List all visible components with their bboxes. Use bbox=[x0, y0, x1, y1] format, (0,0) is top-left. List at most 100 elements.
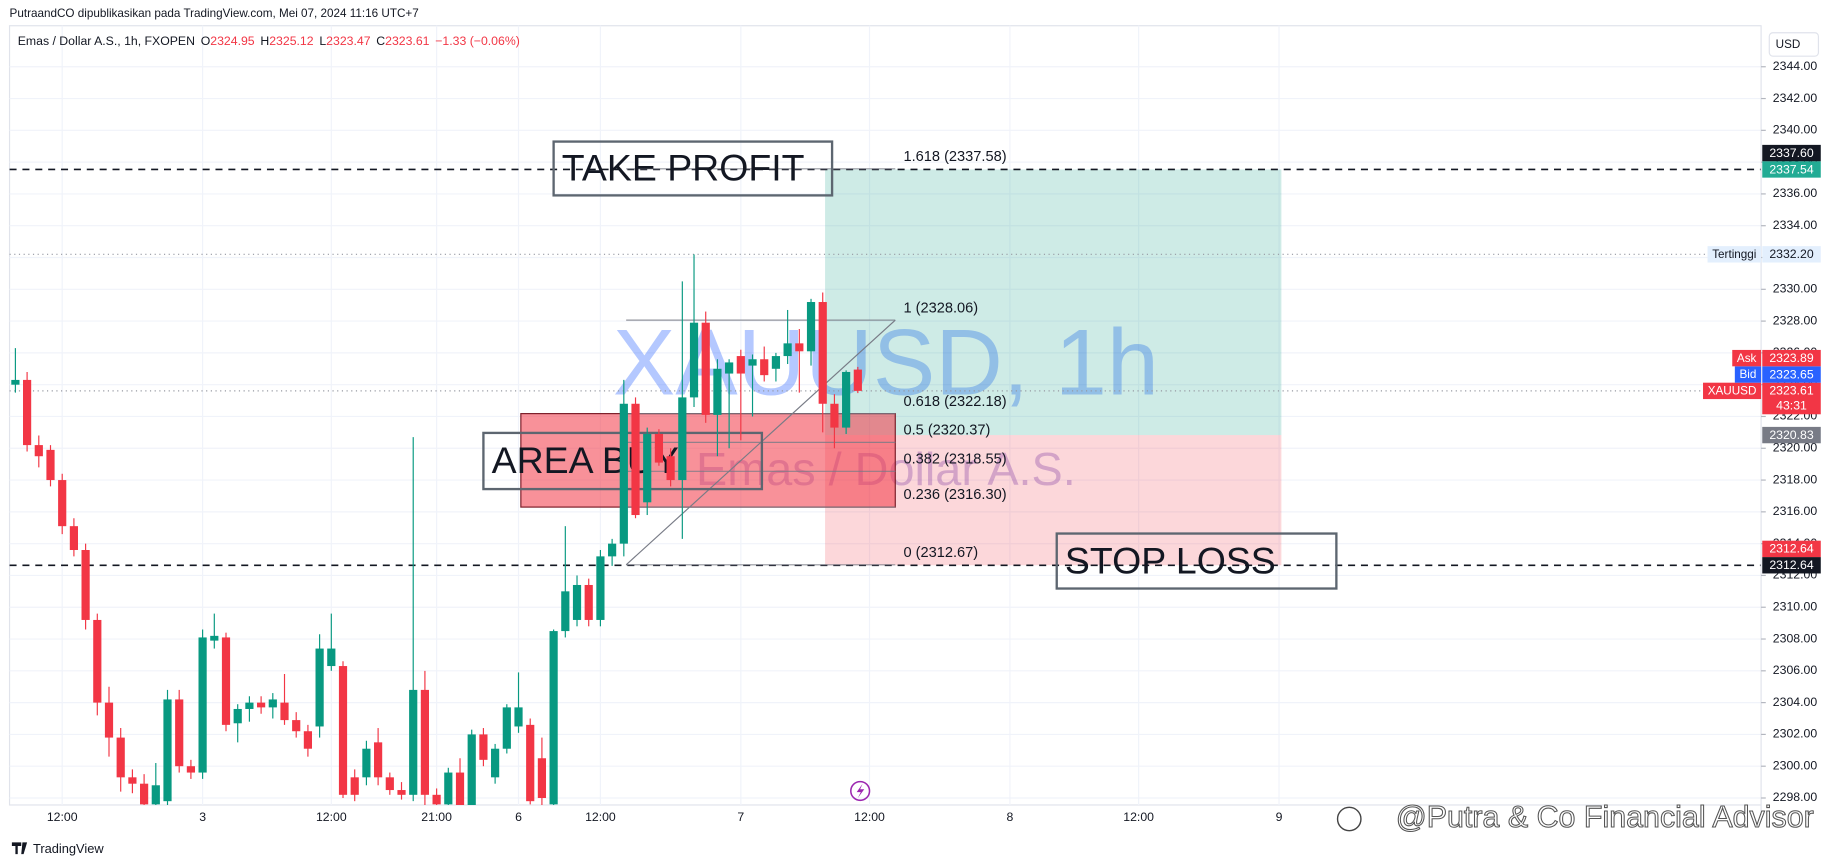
candle-body bbox=[116, 737, 125, 778]
fib-label: 1 (2328.06) bbox=[903, 300, 978, 316]
price-label-timer: 43:31 bbox=[1776, 398, 1807, 412]
candle-body bbox=[689, 322, 699, 398]
x-tick-label: 6 bbox=[515, 810, 522, 824]
candle-body bbox=[268, 699, 277, 708]
fib-label: 1.618 (2337.58) bbox=[903, 149, 1006, 165]
profit-zone bbox=[825, 169, 1282, 436]
candle-body bbox=[34, 445, 43, 457]
candle-body bbox=[467, 734, 476, 805]
candle-body bbox=[397, 790, 406, 795]
price-label: 2332.20 bbox=[1769, 247, 1814, 261]
candle-body bbox=[853, 369, 862, 391]
price-tag-box bbox=[1732, 349, 1762, 367]
y-tick-label: 2344.00 bbox=[1773, 59, 1818, 73]
price-label-box bbox=[1762, 557, 1821, 574]
annotation-box bbox=[552, 140, 834, 197]
candle-body bbox=[631, 403, 640, 516]
price-label: 2323.61 bbox=[1769, 384, 1814, 398]
y-tick-label: 2318.00 bbox=[1773, 472, 1818, 486]
candle-body bbox=[736, 356, 745, 374]
overlay: PutraandCO dipublikasikan pada TradingVi… bbox=[10, 7, 1820, 856]
candle-body bbox=[420, 689, 430, 795]
y-tick-label: 2300.00 bbox=[1773, 758, 1818, 772]
candle-body bbox=[303, 731, 313, 749]
y-tick-label: 2340.00 bbox=[1773, 123, 1818, 137]
y-tick-label: 2298.00 bbox=[1773, 790, 1818, 804]
candle-body bbox=[619, 403, 628, 544]
y-tick-label: 2334.00 bbox=[1773, 218, 1818, 232]
candle-body bbox=[678, 397, 687, 481]
candle-body bbox=[795, 343, 804, 352]
candle-body bbox=[11, 379, 20, 385]
legend: Emas / Dollar A.S., 1h, FXOPEN O2324.95 … bbox=[18, 34, 520, 48]
candle-body bbox=[561, 591, 570, 632]
x-tick-label: 12:00 bbox=[1123, 810, 1154, 824]
candle-body bbox=[198, 637, 207, 773]
y-tick-label: 2320.00 bbox=[1773, 441, 1818, 455]
x-tick-label: 12:00 bbox=[47, 810, 78, 824]
candle-body bbox=[385, 777, 394, 791]
ohlc-label: H bbox=[260, 34, 269, 48]
y-tick-label: 2302.00 bbox=[1773, 727, 1818, 741]
y-tick-label: 2336.00 bbox=[1773, 186, 1818, 200]
x-tick-label: 7 bbox=[737, 810, 744, 824]
price-tag: Ask bbox=[1737, 352, 1757, 365]
candle-body bbox=[666, 456, 675, 481]
candle-body bbox=[818, 302, 827, 404]
candle-body bbox=[842, 371, 851, 428]
fib-label: 0.618 (2322.18) bbox=[903, 394, 1006, 410]
loss-zone bbox=[825, 435, 1282, 566]
fib-label: 0.5 (2320.37) bbox=[903, 423, 990, 439]
candle-body bbox=[549, 631, 558, 805]
candle-body bbox=[771, 356, 781, 369]
currency: USD bbox=[1776, 38, 1801, 51]
candle-body bbox=[280, 702, 289, 721]
y-tick-label: 2328.00 bbox=[1773, 313, 1818, 327]
candle-body bbox=[338, 666, 348, 795]
currency-box[interactable] bbox=[1768, 32, 1820, 57]
candle-body bbox=[175, 699, 184, 767]
candle-body bbox=[151, 785, 160, 805]
ohlc-value: 2325.12 bbox=[269, 34, 314, 48]
candle-body bbox=[257, 702, 266, 708]
symbol: Emas / Dollar A.S., 1h, FXOPEN bbox=[18, 34, 195, 48]
candle-body bbox=[221, 637, 231, 725]
candle-body bbox=[233, 708, 242, 724]
price-tag: Tertinggi bbox=[1712, 248, 1756, 261]
candle-body bbox=[58, 480, 67, 527]
events-icon[interactable] bbox=[850, 780, 871, 802]
x-tick-label: 12:00 bbox=[585, 810, 616, 824]
candle-body bbox=[701, 322, 710, 415]
price-label: 2337.60 bbox=[1769, 146, 1814, 160]
ohlc-value: 2323.47 bbox=[326, 34, 371, 48]
price-label-box bbox=[1762, 349, 1821, 367]
y-tick-label: 2342.00 bbox=[1773, 91, 1818, 105]
ohlc-label: O bbox=[201, 34, 211, 48]
author-watermark: @Putra & Co Financial Advisor bbox=[1396, 800, 1814, 834]
candles bbox=[11, 254, 862, 805]
drawings: 1.618 (2337.58) 1 (2328.06) 0.618 (2322.18… bbox=[9, 140, 1762, 590]
price-label-box bbox=[1762, 382, 1821, 415]
annotation-box bbox=[1055, 532, 1338, 590]
price-label: 2337.54 bbox=[1769, 162, 1814, 176]
price-label: 2323.89 bbox=[1769, 351, 1814, 365]
candle-body bbox=[572, 584, 582, 620]
price-tag: Bid bbox=[1740, 368, 1757, 381]
candle-body bbox=[760, 359, 769, 376]
candle-body bbox=[444, 772, 453, 805]
candle-body bbox=[81, 550, 90, 620]
price-axis: 2298.00 2300.00 2302.00 2304.00 2306.00 2308.… bbox=[1760, 25, 1835, 822]
candle-body bbox=[93, 619, 102, 703]
candle-body bbox=[455, 772, 465, 805]
y-tick-label: 2316.00 bbox=[1773, 504, 1818, 518]
candle-body bbox=[350, 777, 359, 795]
candle-body bbox=[128, 777, 137, 784]
candle-body bbox=[514, 707, 523, 727]
price-label: 2312.64 bbox=[1769, 542, 1814, 556]
ohlc-value: 2323.61 bbox=[385, 34, 430, 48]
candle-body bbox=[46, 449, 55, 481]
fib-label: 0.382 (2318.55) bbox=[903, 451, 1006, 467]
candle-body bbox=[537, 758, 547, 798]
candle-body bbox=[654, 433, 664, 463]
